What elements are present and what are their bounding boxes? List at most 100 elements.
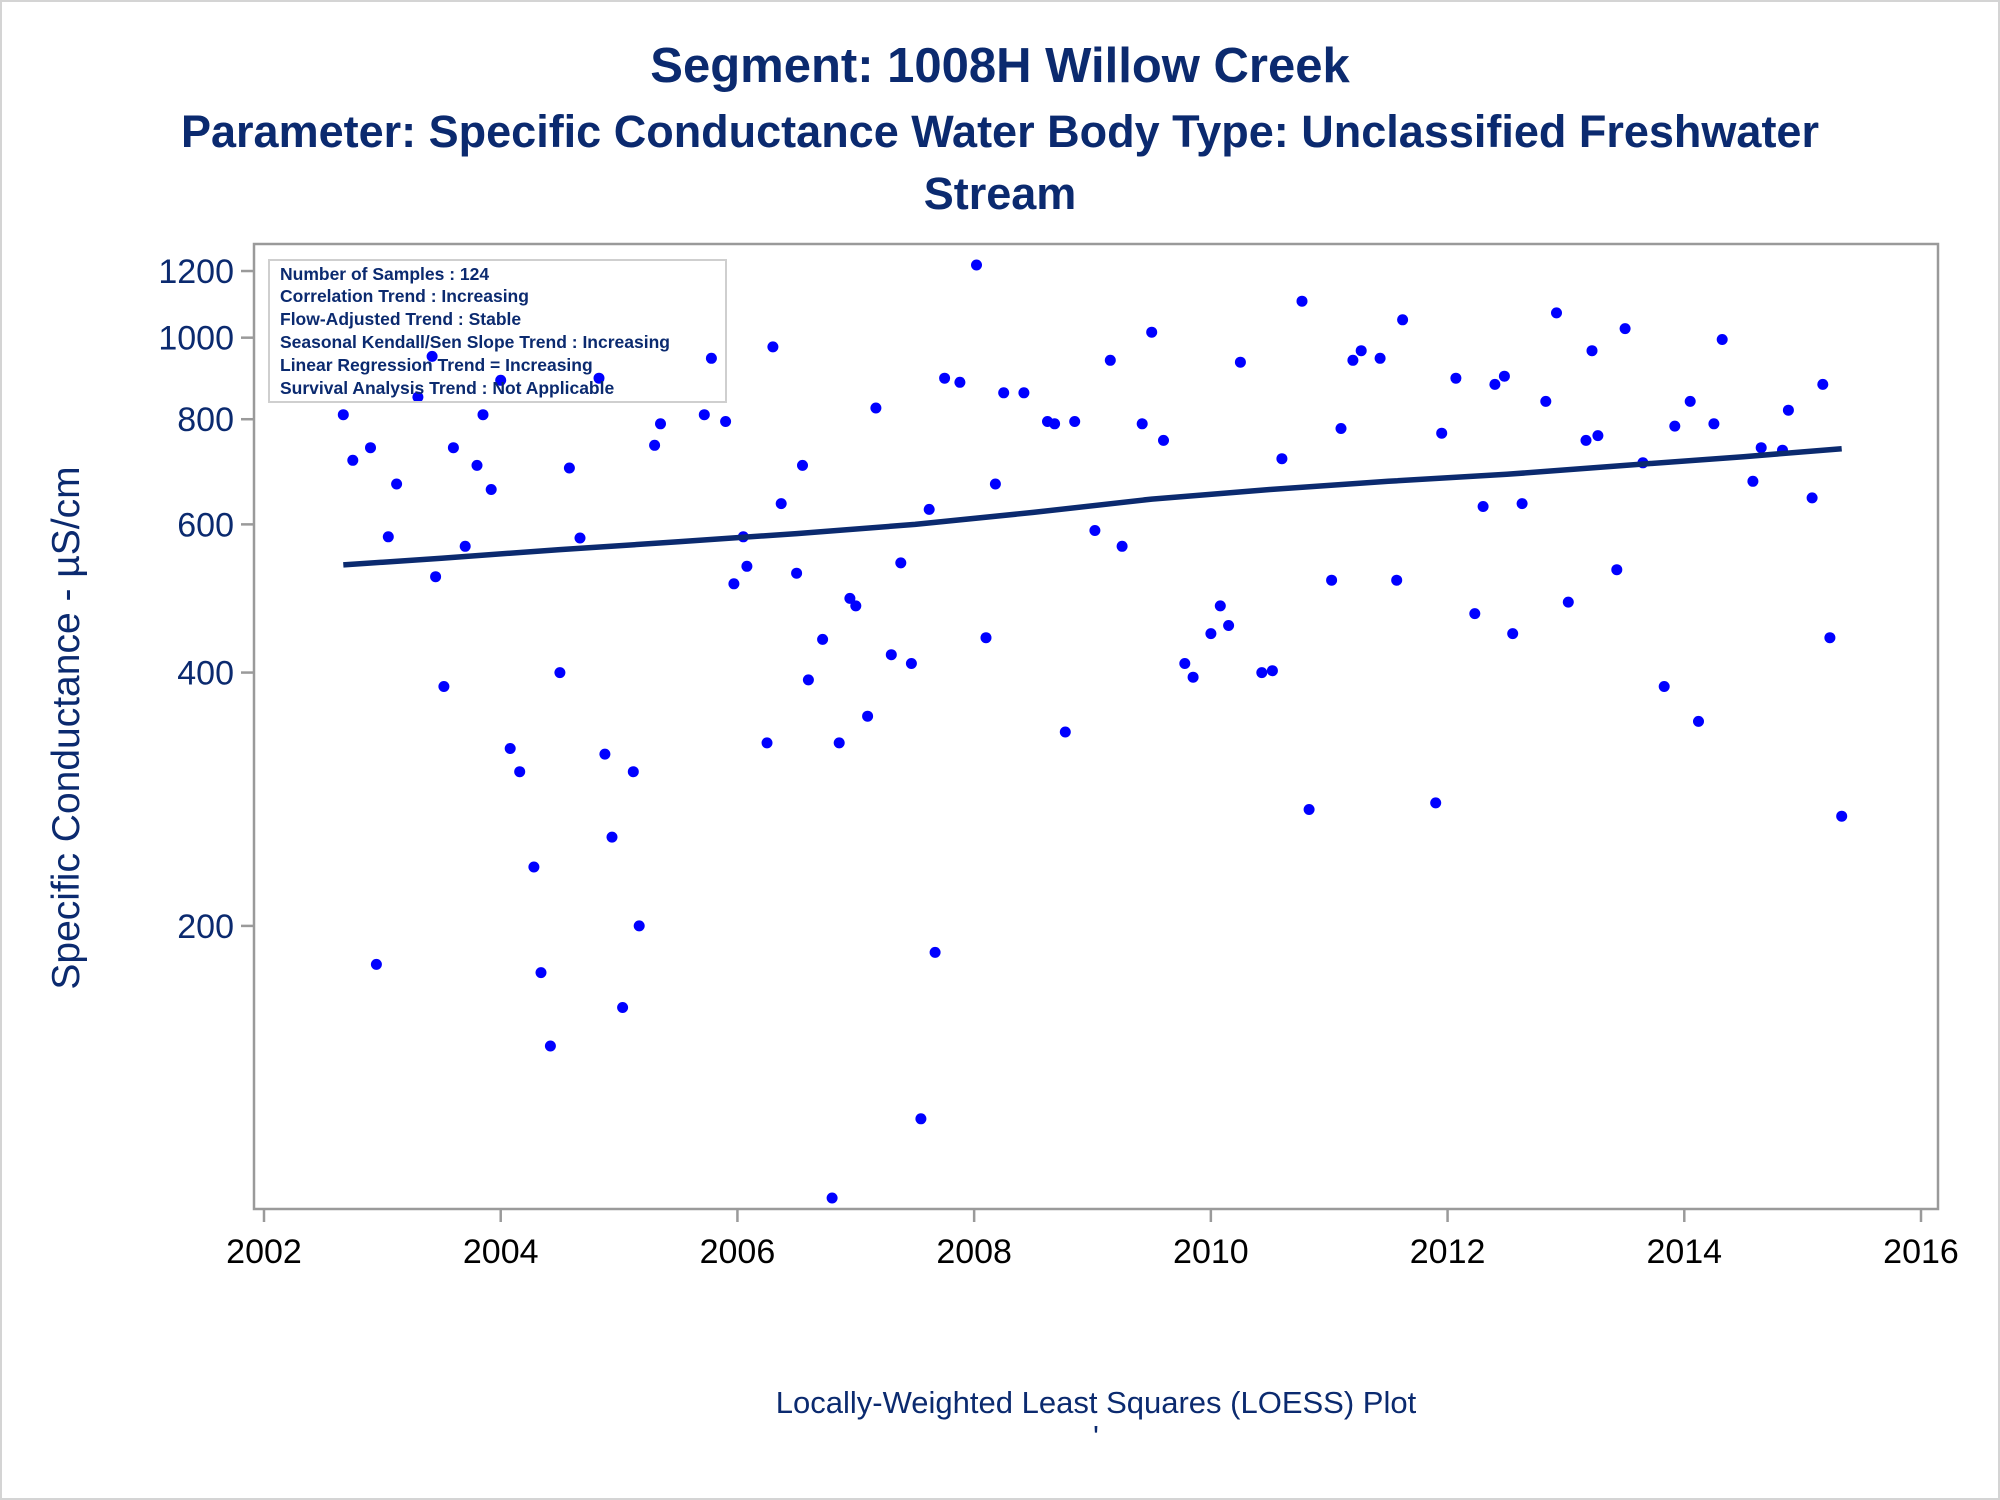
stat-correlation-trend: Correlation Trend : Increasing xyxy=(280,286,529,306)
x-tick-label: 2002 xyxy=(226,1233,302,1271)
data-point xyxy=(1018,387,1030,399)
data-point xyxy=(1374,352,1386,364)
data-point xyxy=(1684,395,1696,407)
data-point xyxy=(720,416,732,427)
data-point xyxy=(1104,354,1116,366)
plot-area xyxy=(252,242,1940,1211)
data-point xyxy=(1214,600,1226,612)
stat-number-of-samples: Number of Samples : 124 xyxy=(280,264,489,284)
data-point xyxy=(870,402,882,414)
data-point xyxy=(915,1113,927,1125)
data-point xyxy=(544,1040,556,1052)
x-tick-label: 2016 xyxy=(1883,1233,1959,1271)
data-point xyxy=(980,632,992,644)
data-point xyxy=(954,376,966,388)
data-point xyxy=(705,352,717,364)
data-point xyxy=(1116,540,1128,552)
data-point xyxy=(1658,681,1670,692)
x-tick-label: 2014 xyxy=(1646,1233,1722,1271)
data-point xyxy=(1179,658,1191,669)
data-point xyxy=(802,674,814,686)
data-point xyxy=(1205,628,1217,640)
x-axis-label: Locally-Weighted Least Squares (LOESS) P… xyxy=(776,1385,1417,1420)
loess-trend xyxy=(343,445,1842,568)
data-point xyxy=(535,967,547,979)
y-tick-label: 600 xyxy=(177,506,234,544)
data-point xyxy=(1782,404,1794,416)
data-point xyxy=(971,259,982,271)
data-point xyxy=(459,540,471,552)
data-point xyxy=(923,503,935,515)
chart-subtitle-parameter: Parameter: Specific Conductance Water Bo… xyxy=(181,106,1819,157)
y-tick-label: 800 xyxy=(177,401,234,439)
x-tick-label: 2006 xyxy=(700,1233,776,1271)
data-point xyxy=(1234,356,1246,368)
data-point xyxy=(633,920,645,932)
data-point xyxy=(528,861,540,873)
data-point xyxy=(1747,475,1759,487)
data-point xyxy=(1326,574,1338,586)
data-point xyxy=(826,1192,838,1204)
data-point xyxy=(862,710,874,722)
data-point xyxy=(1276,453,1288,465)
data-point xyxy=(347,454,359,466)
data-point xyxy=(1716,334,1728,345)
data-point xyxy=(1146,326,1158,338)
data-point xyxy=(1391,574,1403,586)
data-point xyxy=(1619,323,1631,335)
data-point xyxy=(1586,345,1598,357)
chart-title: Segment: 1008H Willow Creek xyxy=(650,39,1350,93)
x-axis: 2002 2004 2006 2008 2010 2012 2014 2016 xyxy=(226,1209,1959,1271)
data-point xyxy=(1469,608,1481,620)
data-point xyxy=(1669,420,1681,432)
data-point xyxy=(1256,667,1268,679)
data-point xyxy=(1498,370,1510,382)
data-point xyxy=(617,1002,629,1013)
data-point xyxy=(1817,378,1829,390)
data-point xyxy=(655,418,666,430)
data-point xyxy=(850,600,862,612)
x-tick-label: 2012 xyxy=(1410,1233,1486,1271)
data-point xyxy=(627,766,639,778)
data-point xyxy=(791,567,803,579)
y-axis-label: Specific Conductance - µS/cm xyxy=(45,466,88,989)
data-point xyxy=(382,531,394,543)
data-point xyxy=(775,498,787,510)
data-point xyxy=(1355,345,1367,357)
data-point xyxy=(833,737,845,749)
data-point xyxy=(1580,434,1592,446)
y-axis: 200 400 600 800 1000 1200 xyxy=(158,253,254,946)
data-point xyxy=(905,658,917,669)
stats-box-border xyxy=(268,259,727,403)
data-point xyxy=(1592,430,1604,442)
data-point xyxy=(426,350,438,362)
stat-seasonal-kendall-trend: Seasonal Kendall/Sen Slope Trend : Incre… xyxy=(280,332,670,352)
data-point xyxy=(1836,810,1848,822)
y-tick-label: 1000 xyxy=(158,320,234,358)
data-point xyxy=(761,737,773,749)
data-point xyxy=(1158,434,1169,446)
data-point xyxy=(430,571,442,583)
data-point xyxy=(471,459,483,471)
chart-subtitle-continued: Stream xyxy=(923,168,1077,219)
data-point xyxy=(1708,418,1720,430)
stat-linear-regression-trend: Linear Regression Trend = Increasing xyxy=(280,355,593,375)
data-point xyxy=(563,462,575,474)
data-point xyxy=(554,667,566,679)
data-point xyxy=(504,743,516,754)
data-point xyxy=(1806,492,1818,504)
data-point xyxy=(728,578,740,590)
x-tick-label: 2004 xyxy=(463,1233,539,1271)
data-point xyxy=(1223,620,1235,631)
data-point xyxy=(1296,295,1308,307)
data-point xyxy=(649,439,661,451)
data-point xyxy=(485,484,497,495)
y-tick-label: 200 xyxy=(177,908,234,946)
data-point xyxy=(1347,354,1359,366)
data-point xyxy=(477,409,489,421)
data-point xyxy=(895,557,907,569)
data-point xyxy=(698,409,710,421)
data-point xyxy=(606,831,618,843)
